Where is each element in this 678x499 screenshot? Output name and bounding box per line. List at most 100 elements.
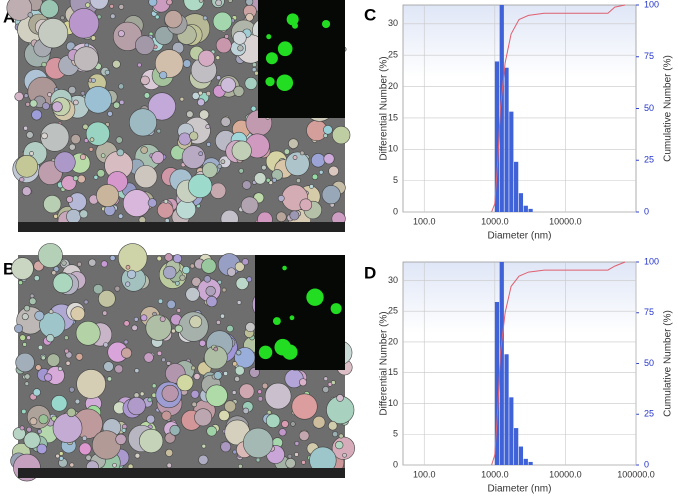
particle xyxy=(227,0,233,3)
particle xyxy=(299,150,305,156)
particle xyxy=(281,420,289,428)
particle xyxy=(198,151,203,156)
particle xyxy=(295,178,301,184)
particle xyxy=(241,258,249,266)
particle xyxy=(123,320,130,327)
particle xyxy=(278,428,287,437)
particle xyxy=(194,408,213,427)
particle xyxy=(70,306,86,321)
particle xyxy=(89,137,95,142)
particle xyxy=(203,275,212,283)
particle xyxy=(166,361,171,366)
particle xyxy=(175,281,180,286)
particle xyxy=(165,448,174,457)
particle xyxy=(245,13,254,22)
y-tick-label: 20 xyxy=(388,336,398,346)
particle xyxy=(40,122,70,152)
particle xyxy=(37,429,42,434)
x-tick-label: 10000.0 xyxy=(549,216,582,226)
panel-label: C xyxy=(364,5,376,24)
particle xyxy=(58,456,64,461)
particle xyxy=(147,92,176,121)
particle xyxy=(25,101,31,107)
particle xyxy=(74,398,81,405)
particle xyxy=(127,396,146,416)
particle xyxy=(103,361,114,372)
particle xyxy=(73,46,99,72)
particle xyxy=(301,460,306,465)
particle xyxy=(121,347,133,359)
x-tick-label: 100.0 xyxy=(413,216,436,226)
particle xyxy=(183,0,205,12)
particle xyxy=(190,365,196,371)
particle xyxy=(321,185,341,205)
particle xyxy=(35,364,42,371)
particle xyxy=(139,428,164,454)
particle xyxy=(220,313,225,319)
particle xyxy=(133,316,139,322)
particle xyxy=(139,391,145,397)
particle xyxy=(311,153,326,168)
particle xyxy=(156,255,162,262)
y2-tick-label: 75 xyxy=(644,51,654,61)
particle xyxy=(118,213,124,219)
particle xyxy=(234,376,240,382)
particle xyxy=(226,267,237,277)
particle xyxy=(157,202,174,219)
particle xyxy=(147,198,157,208)
particle xyxy=(75,353,84,361)
y2-tick-label: 75 xyxy=(644,307,654,317)
particle xyxy=(261,164,267,171)
bar xyxy=(499,262,504,465)
particle xyxy=(212,11,233,32)
particle xyxy=(24,381,30,386)
particle xyxy=(242,427,274,459)
y-tick-label: 0 xyxy=(393,459,398,469)
particle xyxy=(51,270,57,276)
particle xyxy=(107,376,113,382)
y-tick-label: 10 xyxy=(388,398,398,408)
particle xyxy=(125,264,131,270)
particle xyxy=(299,198,313,212)
particle xyxy=(60,15,65,21)
y-tick-label: 30 xyxy=(388,18,398,28)
particle xyxy=(57,366,63,372)
particle xyxy=(91,78,96,83)
particle xyxy=(89,0,109,10)
particle xyxy=(33,275,40,282)
particle xyxy=(220,77,236,93)
particle xyxy=(79,209,89,219)
y-tick-label: 0 xyxy=(393,206,398,216)
particle xyxy=(164,432,176,444)
x-tick-label: 100000.0 xyxy=(617,469,655,479)
particle xyxy=(22,342,27,347)
bar xyxy=(494,61,500,212)
particle xyxy=(122,189,151,218)
particle xyxy=(224,400,237,413)
particle xyxy=(96,184,120,208)
particle xyxy=(261,382,269,390)
particle xyxy=(159,71,168,80)
particle xyxy=(68,8,100,39)
particle xyxy=(26,335,31,341)
sem-info-bar xyxy=(18,468,345,478)
sem-image xyxy=(6,0,351,232)
particle xyxy=(271,169,283,181)
particle xyxy=(23,125,29,131)
particle xyxy=(233,85,245,97)
particle xyxy=(114,285,121,292)
particle xyxy=(147,397,153,403)
particle xyxy=(291,393,318,420)
particle xyxy=(181,145,206,169)
y2-tick-label: 100 xyxy=(644,256,659,266)
particle xyxy=(85,454,92,461)
particle xyxy=(66,407,77,418)
particle xyxy=(43,195,62,214)
particle xyxy=(148,0,158,7)
cumulative-line xyxy=(491,261,626,466)
particle xyxy=(201,258,217,274)
particle xyxy=(166,0,173,6)
particle xyxy=(250,105,257,112)
particle xyxy=(251,67,257,73)
particle xyxy=(265,413,281,429)
